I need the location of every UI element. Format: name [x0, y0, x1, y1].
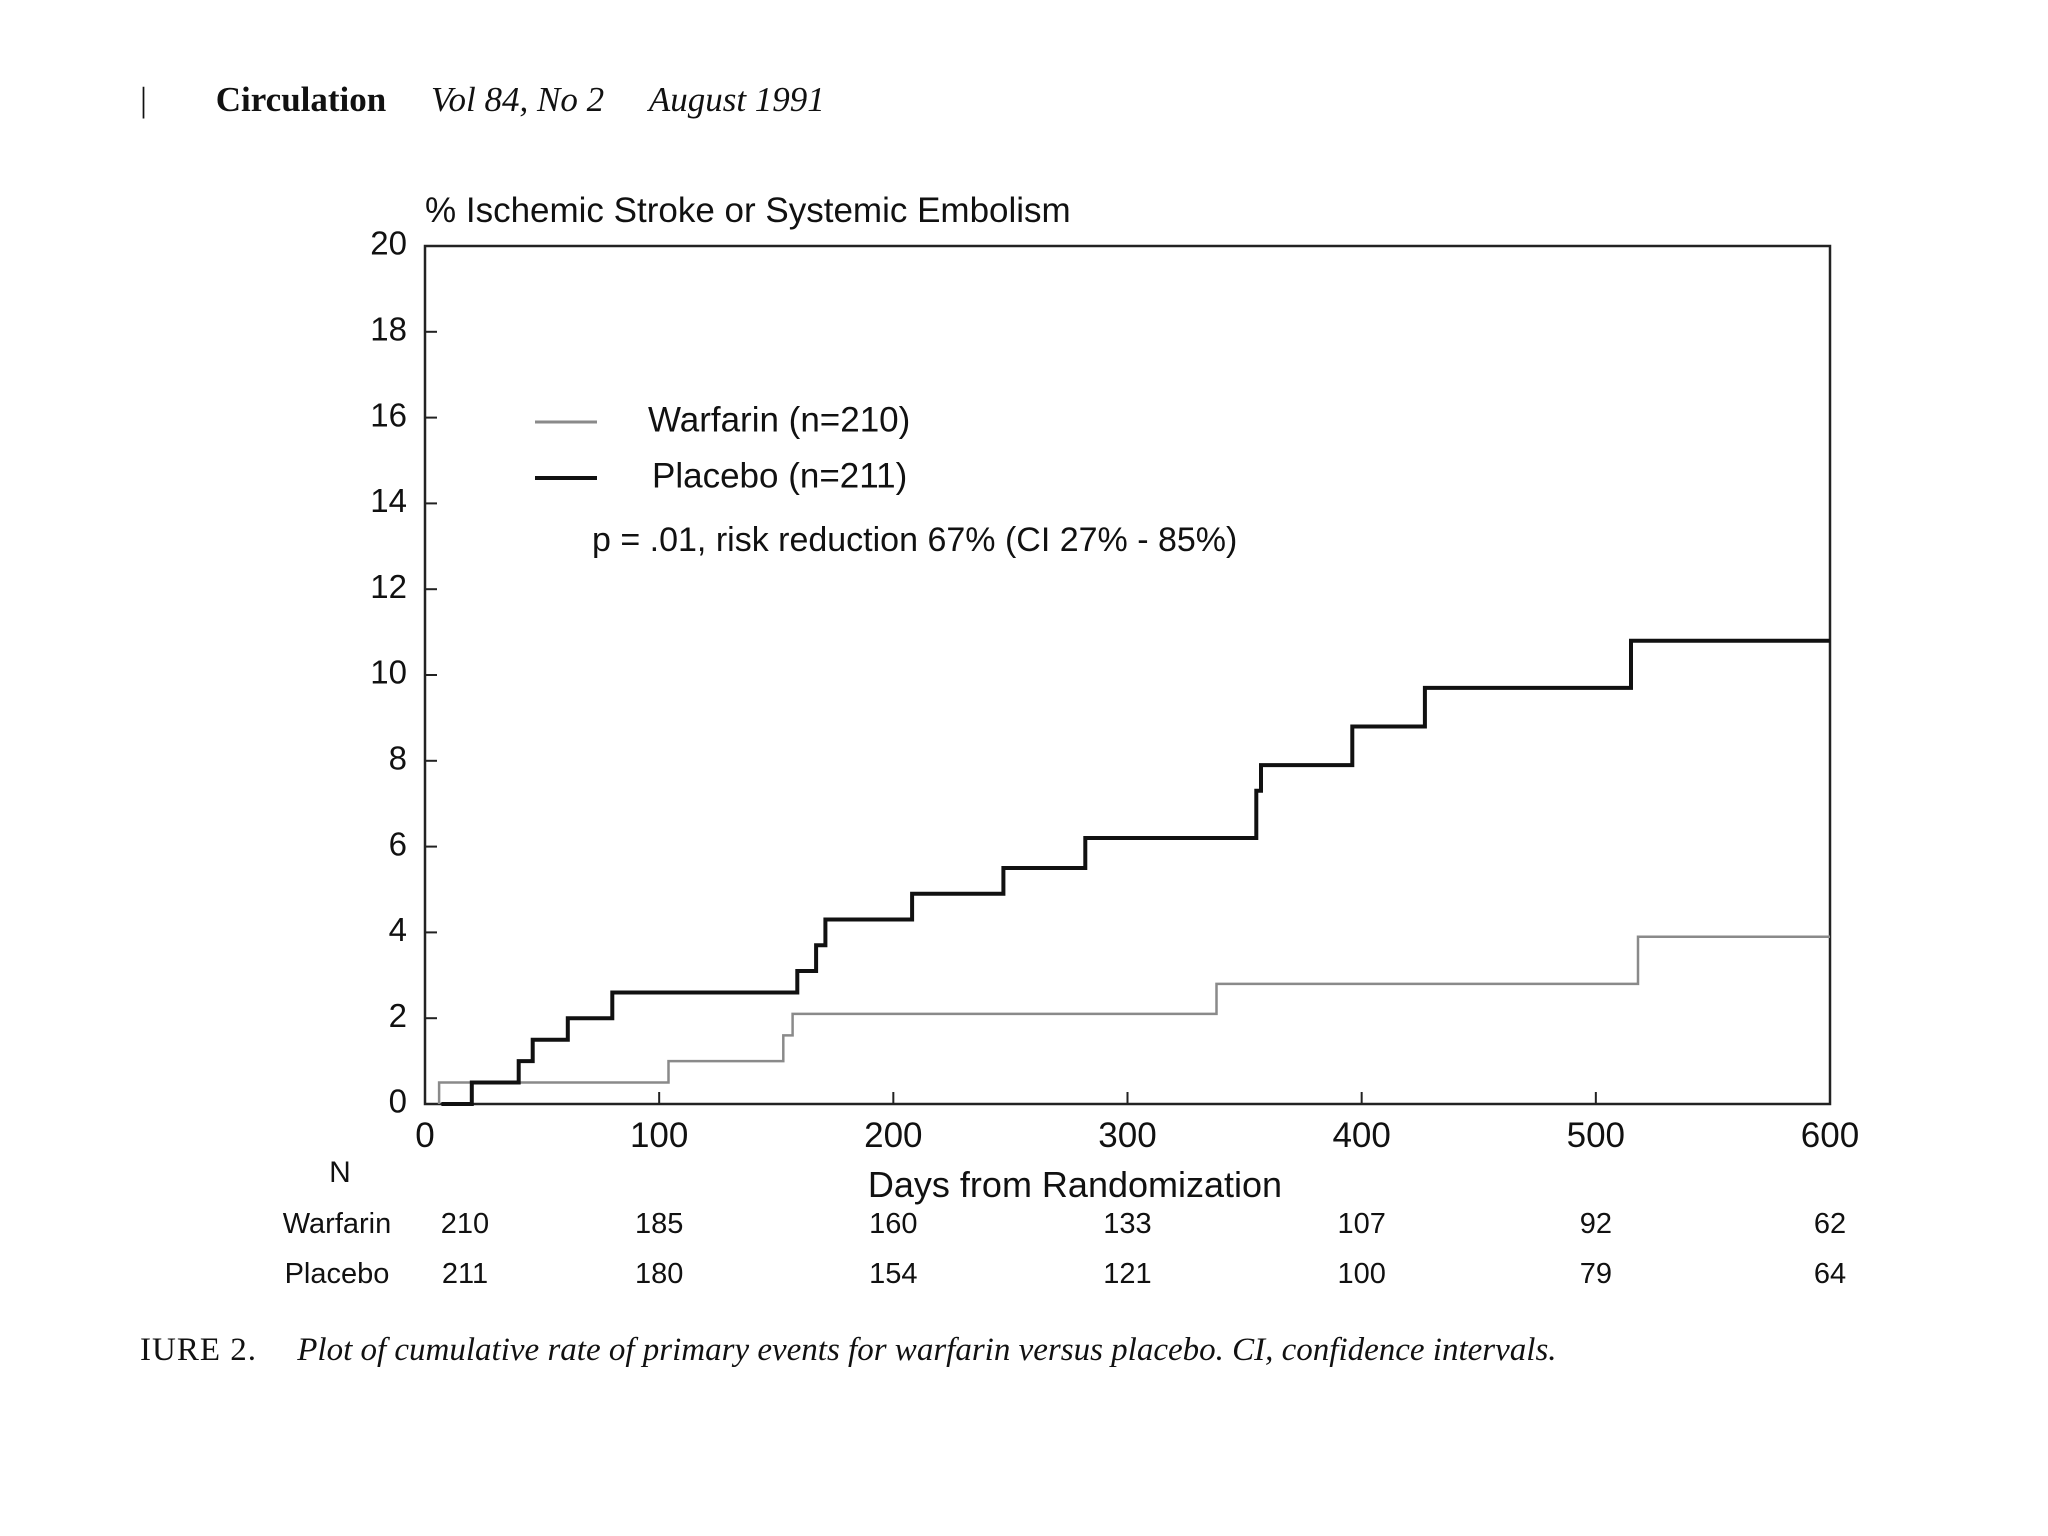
at-risk-value: 154: [869, 1258, 917, 1290]
plot-frame: [423, 244, 1832, 1106]
y-tick-label: 6: [389, 825, 407, 862]
legend: Warfarin (n=210) Placebo (n=211): [535, 400, 910, 495]
journal-date: August 1991: [648, 80, 825, 119]
at-risk-value: 79: [1580, 1258, 1612, 1290]
at-risk-value: 185: [635, 1208, 683, 1240]
x-tick-label: 500: [1567, 1116, 1625, 1155]
y-axis: 0 2 4 6 8 10 12 14 16 18 20: [370, 225, 437, 1120]
page-edge-mark: |: [140, 80, 148, 119]
x-tick-label: 300: [1098, 1116, 1156, 1155]
at-risk-row-label: Placebo: [285, 1258, 390, 1290]
stats-annotation: p = .01, risk reduction 67% (CI 27% - 85…: [592, 521, 1237, 559]
y-tick-label: 16: [370, 396, 407, 433]
journal-header: | Circulation Vol 84, No 2 August 1991: [140, 80, 825, 120]
y-tick-label: 10: [370, 654, 407, 691]
y-tick-label: 18: [370, 311, 407, 348]
legend-warfarin-label: Warfarin (n=210): [648, 400, 910, 439]
at-risk-value: 107: [1337, 1208, 1385, 1240]
y-tick-label: 4: [389, 911, 407, 948]
at-risk-row-label: Warfarin: [283, 1208, 392, 1240]
x-tick-label: 100: [630, 1116, 688, 1155]
at-risk-value: 133: [1103, 1208, 1151, 1240]
x-tick-label: 0: [415, 1116, 434, 1155]
at-risk-value: 62: [1814, 1208, 1846, 1240]
legend-placebo-label: Placebo (n=211): [652, 456, 907, 495]
figure-caption-text: Plot of cumulative rate of primary event…: [297, 1332, 1557, 1368]
y-tick-label: 0: [389, 1083, 407, 1120]
at-risk-value: 211: [442, 1258, 488, 1290]
at-risk-value: 64: [1814, 1258, 1846, 1290]
x-tick-label: 200: [864, 1116, 922, 1155]
at-risk-value: 100: [1337, 1258, 1385, 1290]
x-tick-label: 600: [1801, 1116, 1859, 1155]
x-axis-title: Days from Randomization: [868, 1164, 1282, 1205]
y-tick-label: 12: [370, 568, 407, 605]
journal-title: Circulation: [215, 80, 387, 119]
at-risk-value: 92: [1580, 1208, 1612, 1240]
figure-caption: IURE 2. Plot of cumulative rate of prima…: [140, 1332, 1557, 1369]
series-line-warfarin: [437, 935, 1830, 1104]
y-tick-label: 14: [370, 482, 407, 519]
y-tick-label: 20: [370, 225, 407, 262]
at-risk-value: 121: [1103, 1258, 1151, 1290]
figure-label: IURE 2.: [140, 1332, 257, 1368]
y-axis-title: % Ischemic Stroke or Systemic Embolism: [425, 191, 1071, 230]
at-risk-value: 160: [869, 1208, 917, 1240]
at-risk-value: 210: [441, 1208, 489, 1240]
y-tick-label: 2: [389, 997, 407, 1034]
series-group: [437, 638, 1830, 1106]
series-line-placebo: [441, 638, 1830, 1106]
x-axis: 0 100 200 300 400 500 600: [415, 1092, 1859, 1155]
at-risk-table: Warfarin 210 185 160 133 107 92 62 Placebo 211 180…: [283, 1208, 1846, 1290]
y-tick-label: 8: [389, 740, 407, 777]
at-risk-value: 180: [635, 1258, 683, 1290]
journal-issue: Vol 84, No 2: [431, 80, 605, 119]
at-risk-label: N: [329, 1156, 351, 1189]
x-tick-label: 400: [1332, 1116, 1390, 1155]
